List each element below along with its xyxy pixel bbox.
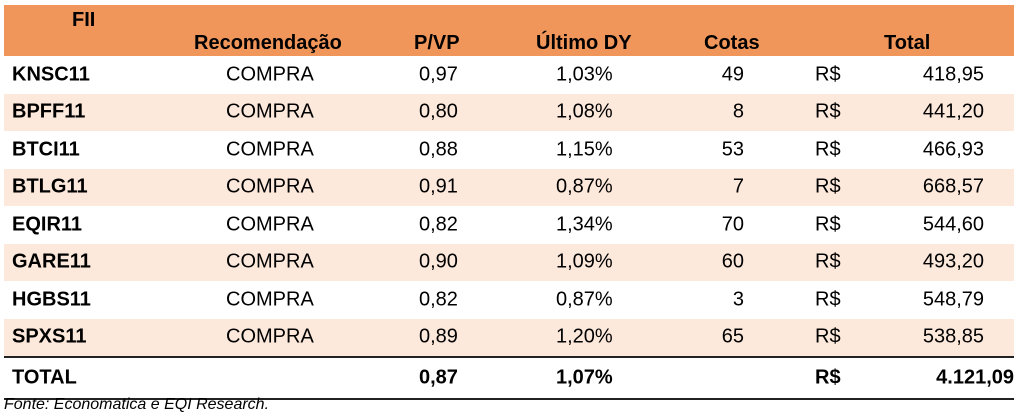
currency-cell: R$ <box>815 250 841 273</box>
dy-cell: 0,87% <box>556 175 613 198</box>
recomendacao-cell: COMPRA <box>226 250 314 273</box>
fii-table: FII Recomendação P/VP Último DY Cotas To… <box>4 5 1014 400</box>
fii-cell: EQIR11 <box>12 213 83 236</box>
cotas-cell: 65 <box>721 325 744 348</box>
total-cell: 418,95 <box>922 63 984 86</box>
recomendacao-cell: COMPRA <box>226 138 314 161</box>
header-cotas: Cotas <box>704 32 760 54</box>
pvp-cell: 0,88 <box>419 138 458 161</box>
recomendacao-cell: COMPRA <box>226 213 314 236</box>
total-cell: 668,57 <box>922 175 984 198</box>
total-cell: 441,20 <box>922 100 984 123</box>
header-pvp: P/VP <box>414 32 460 54</box>
total-cell: 466,93 <box>922 138 984 161</box>
fii-cell: KNSC11 <box>12 63 90 86</box>
fii-cell: BTCI11 <box>12 138 80 161</box>
table-row: BTCI11 COMPRA 0,88 1,15% 53 R$ 466,93 <box>4 131 1014 169</box>
cotas-cell: 3 <box>732 288 744 311</box>
table-row: KNSC11 COMPRA 0,97 1,03% 49 R$ 418,95 <box>4 56 1014 94</box>
currency-cell: R$ <box>815 213 841 236</box>
recomendacao-cell: COMPRA <box>226 175 314 198</box>
total-cell: 493,20 <box>922 250 984 273</box>
table-row: EQIR11 COMPRA 0,82 1,34% 70 R$ 544,60 <box>4 206 1014 244</box>
dy-cell: 1,20% <box>556 325 613 348</box>
table-row: BPFF11 COMPRA 0,80 1,08% 8 R$ 441,20 <box>4 93 1014 131</box>
cotas-cell: 70 <box>721 213 744 236</box>
total-pvp: 0,87 <box>419 366 458 389</box>
header-fii: FII <box>72 9 96 31</box>
cotas-cell: 60 <box>721 250 744 273</box>
table-row: BTLG11 COMPRA 0,91 0,87% 7 R$ 668,57 <box>4 168 1014 206</box>
recomendacao-cell: COMPRA <box>226 100 314 123</box>
currency-cell: R$ <box>815 63 841 86</box>
currency-cell: R$ <box>815 138 841 161</box>
dy-cell: 0,87% <box>556 288 613 311</box>
pvp-cell: 0,89 <box>419 325 458 348</box>
currency-cell: R$ <box>815 325 841 348</box>
total-dy: 1,07% <box>556 366 613 389</box>
currency-cell: R$ <box>815 175 841 198</box>
table-row: GARE11 COMPRA 0,90 1,09% 60 R$ 493,20 <box>4 243 1014 281</box>
header-ultimo-dy: Último DY <box>536 32 632 54</box>
fii-cell: GARE11 <box>12 250 91 273</box>
fii-cell: SPXS11 <box>12 325 87 348</box>
fii-cell: BTLG11 <box>12 175 88 198</box>
dy-cell: 1,03% <box>556 63 613 86</box>
total-cell: 544,60 <box>922 213 984 236</box>
currency-cell: R$ <box>815 100 841 123</box>
recomendacao-cell: COMPRA <box>226 325 314 348</box>
pvp-cell: 0,97 <box>419 63 458 86</box>
dy-cell: 1,08% <box>556 100 613 123</box>
fii-cell: HGBS11 <box>12 288 91 311</box>
total-value: 4.121,09 <box>936 366 1014 389</box>
pvp-cell: 0,82 <box>419 288 458 311</box>
recomendacao-cell: COMPRA <box>226 63 314 86</box>
dy-cell: 1,15% <box>556 138 613 161</box>
header-recomendacao: Recomendação <box>194 32 342 54</box>
cotas-cell: 8 <box>732 100 744 123</box>
cotas-cell: 49 <box>721 63 744 86</box>
header-total: Total <box>884 32 931 54</box>
total-label: TOTAL <box>12 366 77 389</box>
total-cell: 548,79 <box>922 288 984 311</box>
dy-cell: 1,34% <box>556 213 613 236</box>
total-row: TOTAL 0,87 1,07% R$ 4.121,09 <box>4 356 1014 400</box>
table-header: FII Recomendação P/VP Último DY Cotas To… <box>4 5 1014 56</box>
total-cell: 538,85 <box>922 325 984 348</box>
currency-cell: R$ <box>815 288 841 311</box>
table-row: SPXS11 COMPRA 0,89 1,20% 65 R$ 538,85 <box>4 318 1014 356</box>
total-currency: R$ <box>815 366 841 389</box>
pvp-cell: 0,90 <box>419 250 458 273</box>
pvp-cell: 0,80 <box>419 100 458 123</box>
pvp-cell: 0,82 <box>419 213 458 236</box>
cotas-cell: 7 <box>732 175 744 198</box>
table-row: HGBS11 COMPRA 0,82 0,87% 3 R$ 548,79 <box>4 281 1014 319</box>
recomendacao-cell: COMPRA <box>226 288 314 311</box>
pvp-cell: 0,91 <box>419 175 458 198</box>
source-note: Fonte: Economatica e EQI Research. <box>4 396 270 413</box>
cotas-cell: 53 <box>721 138 744 161</box>
dy-cell: 1,09% <box>556 250 613 273</box>
fii-cell: BPFF11 <box>12 100 86 123</box>
